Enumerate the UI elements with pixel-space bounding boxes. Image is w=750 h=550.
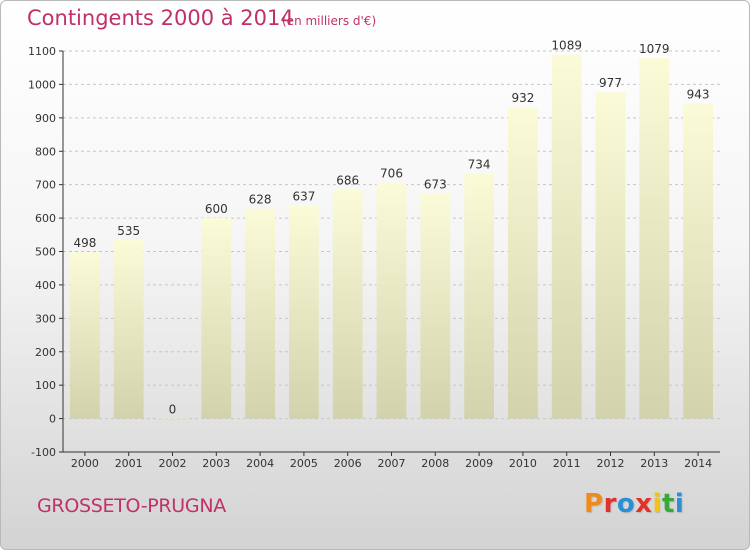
y-tick-label: 600 [35,212,56,225]
logo-letter: x [635,489,653,519]
bar-2010 [508,107,538,419]
x-tick-label: 2007 [378,457,406,470]
x-tick-label: 2000 [71,457,99,470]
y-tick-label: 500 [35,246,56,259]
bar-value-label: 600 [205,202,228,216]
x-tick-label: 2010 [509,457,537,470]
bar-2012 [595,92,626,419]
bar-value-label: 628 [249,193,272,207]
commune-name: GROSSETO-PRUGNA [37,495,226,517]
logo-letter: r [603,489,617,519]
bar-value-label: 943 [687,87,710,101]
bar-2007 [376,182,407,419]
axes: -100 0 100 200 300 400 500 600 700 800 900 1000 1100… [28,45,720,470]
bar-value-label: 637 [292,190,315,204]
y-tick-label: 800 [35,145,56,158]
bar-2000 [70,252,100,419]
y-tick-label: -100 [31,446,56,459]
logo-letter: P [584,489,604,519]
y-tick-label: 100 [35,379,56,392]
bar-2011 [551,54,582,419]
bar-2006 [332,189,363,419]
x-tick-label: 2013 [640,457,668,470]
bar-value-label: 932 [511,91,534,105]
bar-2005 [289,205,319,419]
x-tick-label: 2011 [553,457,581,470]
chart-title: Contingents 2000 à 2014 [27,6,294,30]
bar-value-label: 977 [599,76,622,90]
y-tick-label: 0 [49,413,56,426]
y-tick-label: 400 [35,279,56,292]
bar-value-label: 673 [424,178,447,192]
chart-subtitle: (en milliers d'€) [282,14,377,28]
x-tick-label: 2012 [597,457,625,470]
x-tick-label: 2006 [334,457,362,470]
bar-2004 [245,208,275,419]
proxiti-logo: Proxiti [584,489,684,519]
y-tick-label: 1100 [28,45,56,58]
bar-value-label: 1079 [639,42,670,56]
bar-2014 [683,103,713,419]
bar-value-label: 0 [169,403,177,417]
bar-value-label: 686 [336,173,359,187]
bar-value-label: 535 [117,224,140,238]
x-tick-label: 2008 [421,457,449,470]
y-tick-label: 1000 [28,78,56,91]
bar-value-label: 1089 [551,39,582,53]
bar-value-label: 734 [468,157,491,171]
x-tick-label: 2004 [246,457,274,470]
bar-2003 [201,218,232,419]
bar-value-label: 706 [380,167,403,181]
bar-2002 [157,418,188,420]
bar-value-label: 498 [73,236,96,250]
y-tick-label: 900 [35,112,56,125]
x-tick-label: 2009 [465,457,493,470]
bar-2013 [639,58,670,419]
x-tick-label: 2003 [202,457,230,470]
x-tick-label: 2001 [115,457,143,470]
bar-2008 [420,193,451,419]
logo-letter: t [661,489,675,519]
bar-2009 [464,173,494,419]
y-tick-label: 300 [35,312,56,325]
value-labels: 498 535 0 600 628 637 686 706 673 734 932 1089 977 10… [73,39,709,417]
x-tick-label: 2002 [159,457,187,470]
bars [70,54,713,420]
x-tick-label: 2014 [684,457,712,470]
x-tick-label: 2005 [290,457,318,470]
y-tick-label: 200 [35,346,56,359]
y-tick-label: 700 [35,179,56,192]
logo-letter: o [616,489,636,519]
logo-letter: i [652,489,662,519]
logo-letter: i [674,489,685,519]
bar-2001 [113,239,144,419]
